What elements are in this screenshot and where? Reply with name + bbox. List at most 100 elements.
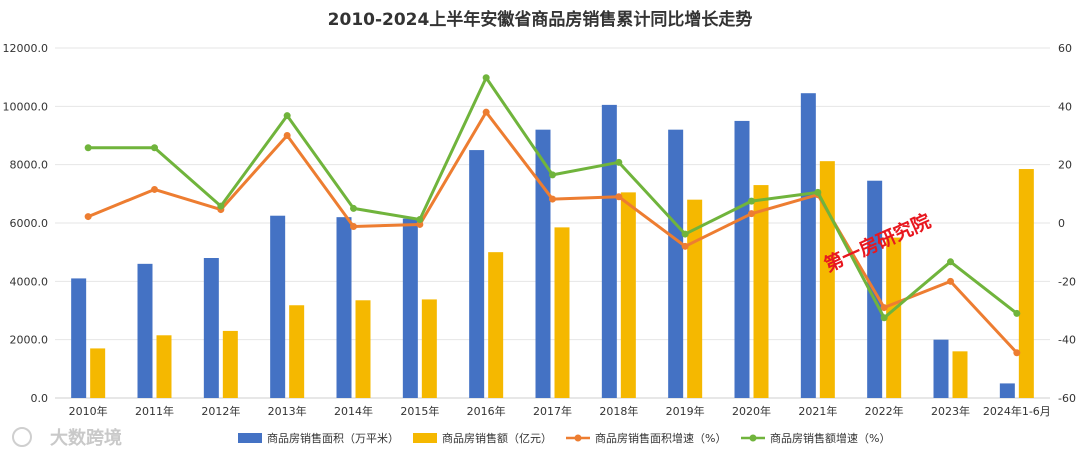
right-tick-label: -40 [1058, 334, 1076, 347]
right-tick-label: -60 [1058, 392, 1076, 405]
left-tick-label: 8000.0 [10, 159, 49, 172]
left-tick-label: 10000.0 [3, 100, 49, 113]
bar [289, 305, 305, 398]
bar [222, 330, 238, 398]
point [482, 108, 490, 116]
x-tick-label: 2016年 [467, 404, 506, 418]
bar [421, 299, 437, 398]
point [283, 132, 291, 139]
bar [886, 237, 902, 398]
x-tick-label: 2014年 [334, 404, 373, 418]
bar [90, 348, 106, 398]
point [283, 112, 291, 120]
line-series [84, 74, 1021, 357]
x-tick-label: 2022年 [865, 404, 904, 418]
bar [554, 227, 570, 398]
point [416, 216, 424, 223]
bar [668, 129, 684, 398]
bar [156, 335, 172, 398]
bar [1018, 169, 1034, 398]
right-axis-ticks: -60 -40 -20 0 20 40 60 [1058, 42, 1076, 405]
left-tick-label: 2000.0 [10, 334, 49, 347]
left-tick-label: 12000.0 [3, 42, 49, 55]
left-tick-label: 6000.0 [10, 217, 49, 230]
bar [270, 215, 286, 398]
point [880, 314, 888, 322]
bar [469, 150, 485, 398]
point [880, 304, 888, 312]
point [549, 195, 556, 203]
bar [336, 217, 352, 398]
point [615, 193, 623, 201]
point [217, 202, 225, 210]
point [947, 258, 954, 266]
x-tick-label: 2017年 [533, 404, 572, 418]
point [151, 144, 158, 152]
bar [402, 218, 418, 398]
point [748, 197, 755, 205]
bar [734, 120, 750, 399]
watermark-logo-icon [12, 427, 32, 447]
bar [620, 192, 636, 398]
bar [819, 161, 835, 398]
legend-label: 商品房销售额增速（%） [770, 431, 890, 445]
x-tick-label: 2019年 [666, 404, 705, 418]
x-tick-label: 2011年 [135, 404, 174, 418]
left-axis-ticks: 0.0 2000.0 4000.0 6000.0 8000.0 10000.0 12000.… [3, 42, 49, 405]
left-tick-label: 0.0 [31, 392, 49, 405]
chart-title: 2010-2024上半年安徽省商品房销售累计同比增长走势 [328, 9, 753, 30]
point [482, 74, 490, 82]
legend-swatch-marker [574, 434, 582, 442]
point [681, 230, 689, 238]
legend-swatch [238, 433, 262, 443]
x-tick-label: 2023年 [931, 404, 970, 418]
x-tick-label: 2021年 [798, 404, 837, 418]
watermark-logo: 大数跨境 [12, 427, 122, 449]
point [947, 277, 954, 285]
bar [355, 300, 371, 398]
point [1013, 349, 1021, 357]
legend-swatch-marker [749, 434, 757, 442]
bar-series [71, 93, 1034, 399]
watermark-logo-text: 大数跨境 [50, 427, 122, 449]
bar [933, 339, 949, 398]
x-tick-label: 2018年 [599, 404, 638, 418]
bar [137, 263, 153, 398]
bar [999, 383, 1015, 398]
x-tick-label: 2013年 [268, 404, 307, 418]
x-axis-ticks: 2010年 2011年 2012年 2013年 2014年 2015年 2016年 2017年… [69, 404, 1051, 418]
bar [488, 252, 504, 398]
bar [800, 93, 816, 398]
bar [687, 199, 703, 398]
bar [952, 351, 968, 398]
point [151, 185, 158, 193]
point [350, 223, 357, 230]
legend-swatch [413, 433, 437, 443]
point [814, 188, 822, 196]
bar [535, 129, 551, 398]
bar [203, 258, 219, 398]
right-tick-label: 20 [1058, 159, 1072, 172]
legend-label: 商品房销售额（亿元） [442, 431, 552, 445]
legend: 商品房销售面积（万平米） 商品房销售额（亿元） 商品房销售面积增速（%） 商品房销售额… [238, 431, 890, 445]
x-tick-label: 2010年 [69, 404, 108, 418]
bar [601, 104, 617, 398]
legend-label: 商品房销售面积（万平米） [267, 431, 399, 445]
bar [71, 278, 87, 398]
x-tick-label: 2012年 [201, 404, 240, 418]
point [1013, 309, 1021, 317]
right-tick-label: 0 [1058, 217, 1065, 230]
gridlines [55, 47, 1050, 399]
right-tick-label: -20 [1058, 275, 1076, 288]
point [416, 220, 424, 228]
point [681, 242, 689, 250]
x-tick-label: 2024年1-6月 [983, 404, 1051, 418]
point [748, 210, 755, 218]
point [549, 171, 556, 179]
point [84, 144, 92, 152]
point [615, 158, 623, 166]
point [84, 213, 92, 221]
legend-label: 商品房销售面积增速（%） [595, 431, 726, 445]
right-tick-label: 60 [1058, 42, 1072, 55]
right-tick-label: 40 [1058, 100, 1072, 113]
